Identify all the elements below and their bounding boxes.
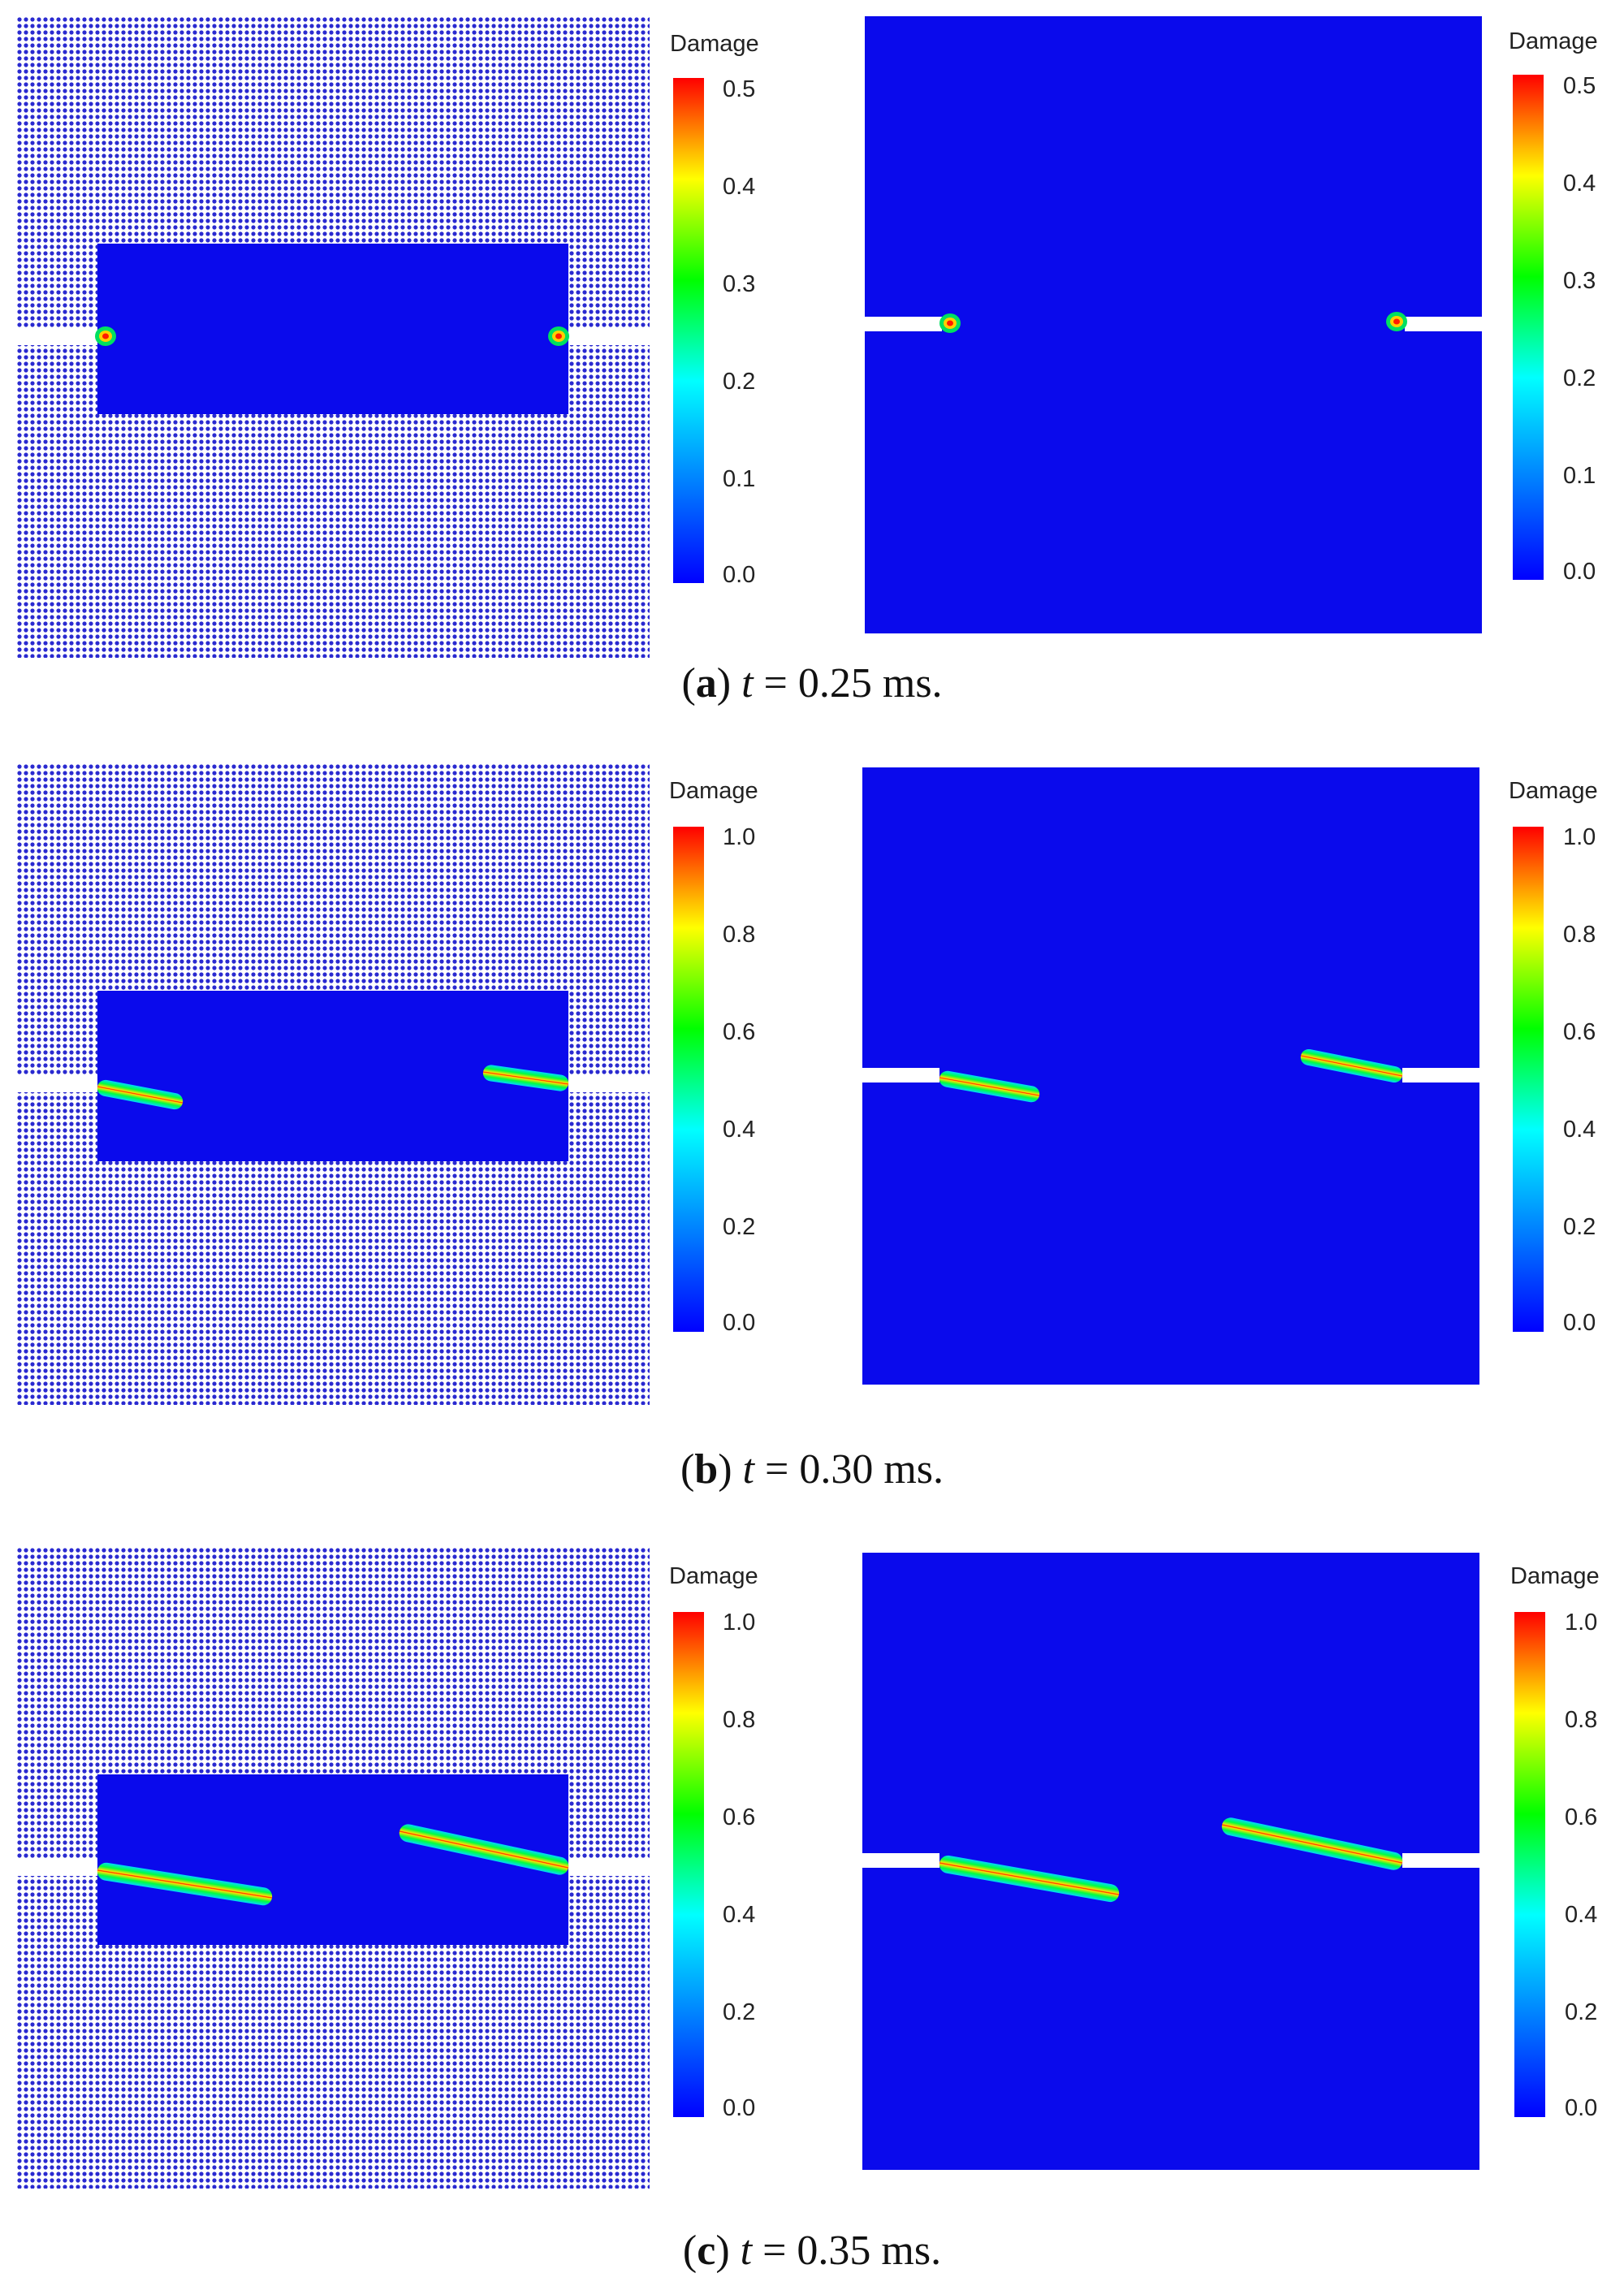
- notch-left: [862, 1068, 939, 1083]
- caption-a: (a) t = 0.25 ms.: [681, 660, 943, 707]
- caption-label: b: [694, 1446, 719, 1493]
- crack-left: [97, 1862, 273, 1906]
- caption-equals: =: [762, 2228, 787, 2274]
- colorbar-tick: 0.8: [723, 1707, 756, 1733]
- right-continuum-plot-b: [862, 767, 1479, 1385]
- notch-left: [865, 317, 942, 331]
- colorbar-tick: 0.8: [723, 922, 756, 948]
- crack-left: [939, 1070, 1040, 1103]
- colorbar-tick: 0.0: [723, 562, 756, 588]
- notch-right: [568, 329, 650, 345]
- colorbar-tick: 0.0: [1565, 2095, 1598, 2121]
- colorbar-title: Damage: [1509, 778, 1598, 804]
- colorbar-tick: 0.1: [1563, 463, 1596, 489]
- crack-right: [1300, 1048, 1403, 1083]
- caption-equals: =: [765, 1446, 789, 1493]
- crack-tip-right: [1386, 312, 1407, 331]
- colorbar: [1513, 75, 1544, 580]
- colorbar-tick: 0.8: [1563, 922, 1596, 948]
- colorbar-tick: 0.2: [723, 1999, 756, 2025]
- caption-time-value: 0.25 ms.: [797, 660, 943, 707]
- colorbar-tick: 0.6: [723, 1804, 756, 1830]
- colorbar: [1513, 827, 1544, 1332]
- colorbar-tick: 0.2: [1565, 1999, 1598, 2025]
- notch-left: [16, 329, 97, 345]
- colorbar-title: Damage: [1510, 1563, 1600, 1589]
- crack-tip-right: [548, 326, 569, 346]
- caption-time-variable: t: [742, 1446, 754, 1493]
- colorbar-tick: 0.2: [1563, 1214, 1596, 1240]
- caption-label: a: [695, 660, 717, 707]
- colorbar-tick: 1.0: [1563, 824, 1596, 850]
- fem-region: [97, 244, 568, 414]
- continuum-field: [865, 16, 1482, 633]
- colorbar-tick: 0.8: [1565, 1707, 1598, 1733]
- colorbar-tick: 1.0: [723, 824, 756, 850]
- colorbar-tick: 0.6: [1563, 1019, 1596, 1045]
- caption-equals: =: [763, 660, 788, 707]
- colorbar-title: Damage: [670, 31, 759, 57]
- crack-tip-left: [95, 326, 116, 346]
- colorbar-title: Damage: [669, 1563, 758, 1589]
- row-a: Damage 0.5 0.4 0.3 0.2 0.1 0.0 Damage 0.…: [0, 0, 1624, 715]
- crack-right: [399, 1824, 569, 1875]
- colorbar-tick: 0.0: [1563, 559, 1596, 585]
- colorbar-tick: 0.2: [723, 1214, 756, 1240]
- notch-right: [568, 1076, 650, 1092]
- crack-right: [1221, 1817, 1403, 1870]
- caption-time-variable: t: [740, 2228, 753, 2274]
- caption-label: c: [697, 2228, 716, 2274]
- colorbar: [673, 78, 704, 583]
- colorbar-tick: 1.0: [723, 1610, 756, 1636]
- crack-right: [482, 1065, 569, 1091]
- colorbar-tick: 0.0: [723, 1310, 756, 1336]
- left-particle-plot-b: [16, 763, 650, 1405]
- caption-b: (b) t = 0.30 ms.: [680, 1446, 944, 1493]
- colorbar-tick: 0.4: [1563, 1117, 1596, 1143]
- colorbar-tick: 0.4: [1565, 1902, 1598, 1928]
- colorbar-title: Damage: [669, 778, 758, 804]
- colorbar-tick: 0.0: [723, 2095, 756, 2121]
- colorbar-tick: 0.3: [1563, 268, 1596, 294]
- colorbar-tick: 0.5: [1563, 73, 1596, 99]
- caption-c: (c) t = 0.35 ms.: [682, 2228, 942, 2274]
- notch-left: [862, 1853, 939, 1868]
- notch-right: [1402, 1068, 1479, 1083]
- right-continuum-plot-c: [862, 1553, 1479, 2170]
- colorbar-tick: 0.5: [723, 76, 756, 102]
- notch-left: [16, 1860, 97, 1876]
- left-particle-plot-a: [16, 16, 650, 658]
- left-particle-plot-c: [16, 1547, 650, 2189]
- crack-tip-left: [939, 313, 961, 333]
- colorbar-tick: 0.1: [723, 466, 756, 492]
- colorbar-tick: 0.6: [723, 1019, 756, 1045]
- colorbar-tick: 1.0: [1565, 1610, 1598, 1636]
- colorbar: [673, 827, 704, 1332]
- colorbar-tick: 0.6: [1565, 1804, 1598, 1830]
- row-b: Damage 1.0 0.8 0.6 0.4 0.2 0.0 Damage 1.…: [16, 763, 1598, 1493]
- caption-time-value: 0.30 ms.: [799, 1446, 944, 1493]
- colorbar-tick: 0.2: [723, 369, 756, 395]
- crack-left: [939, 1855, 1120, 1903]
- notch-left: [16, 1076, 97, 1092]
- colorbar-tick: 0.3: [723, 271, 756, 297]
- caption-time-value: 0.35 ms.: [797, 2228, 942, 2274]
- right-continuum-plot-a: [865, 16, 1482, 633]
- crack-left: [97, 1079, 184, 1110]
- colorbar-tick: 0.4: [723, 174, 756, 200]
- colorbar-tick: 0.0: [1563, 1310, 1596, 1336]
- colorbar-tick: 0.4: [1563, 171, 1596, 197]
- notch-right: [1402, 1853, 1479, 1868]
- colorbar-title: Damage: [1509, 28, 1598, 54]
- colorbar-tick: 0.2: [1563, 365, 1596, 391]
- colorbar: [1514, 1612, 1545, 2117]
- colorbar-tick: 0.4: [723, 1117, 756, 1143]
- notch-right: [1405, 317, 1482, 331]
- caption-time-variable: t: [741, 660, 754, 707]
- colorbar-tick: 0.4: [723, 1902, 756, 1928]
- colorbar: [673, 1612, 704, 2117]
- notch-right: [568, 1860, 650, 1876]
